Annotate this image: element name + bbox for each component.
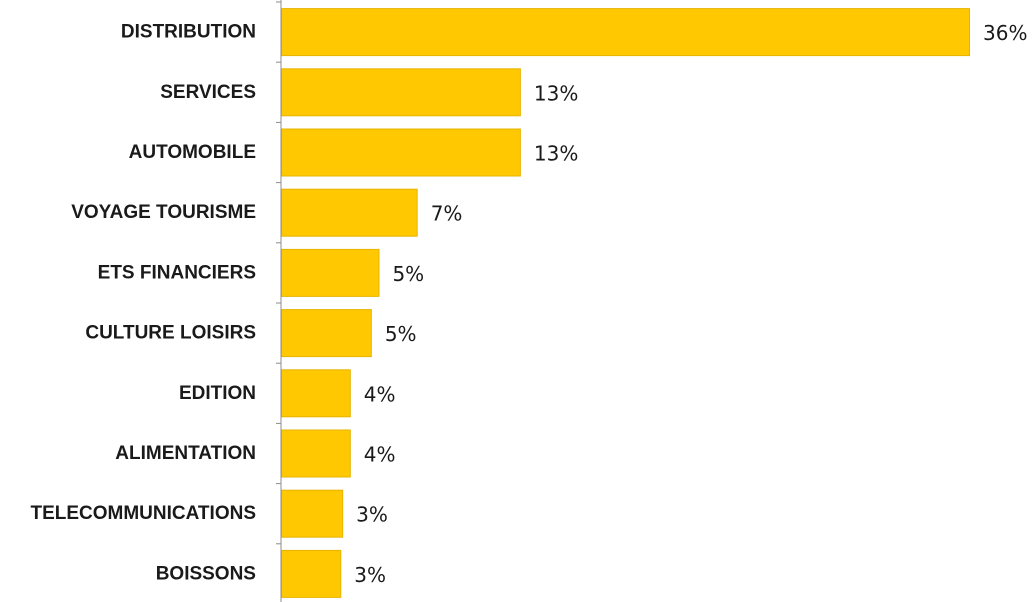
value-label-culture-loisirs: 5% [385,322,417,346]
value-label-alimentation: 4% [364,443,396,467]
category-label-alimentation: ALIMENTATION [115,443,256,464]
bar-edition [281,369,351,418]
category-label-automobile: AUTOMOBILE [129,142,256,163]
bar-distribution [281,8,970,57]
value-label-distribution: 36% [983,21,1027,45]
value-label-ets-financiers: 5% [392,262,424,286]
bar-ets-financiers [281,248,380,297]
value-label-services: 13% [534,81,578,105]
bar-alimentation [281,429,351,478]
bar-automobile [281,128,521,177]
bar-boissons [281,549,342,598]
bar-voyage-tourisme [281,188,418,237]
category-labels-group: DISTRIBUTION SERVICES AUTOMOBILE VOYAGE TOU… [30,22,256,585]
value-label-edition: 4% [364,382,396,406]
category-label-distribution: DISTRIBUTION [121,22,256,43]
value-labels-group: 36% 13% 13% 7% 5% 5% 4% 4% 3% 3% [354,21,1027,587]
category-label-telecommunications: TELECOMMUNICATIONS [30,503,256,524]
category-label-ets-financiers: ETS FINANCIERS [98,262,256,283]
bars-group [281,8,970,598]
value-label-telecommunications: 3% [356,503,388,527]
bar-services [281,68,521,117]
category-label-voyage-tourisme: VOYAGE TOURISME [71,202,256,223]
y-axis-group [276,0,282,602]
category-label-boissons: BOISSONS [156,563,256,584]
category-label-services: SERVICES [160,82,256,103]
value-label-automobile: 13% [534,142,578,166]
value-label-boissons: 3% [354,563,386,587]
bar-telecommunications [281,489,344,538]
category-label-edition: EDITION [179,383,256,404]
bar-culture-loisirs [281,309,372,358]
category-label-culture-loisirs: CULTURE LOISIRS [85,323,256,344]
value-label-voyage-tourisme: 7% [431,202,463,226]
